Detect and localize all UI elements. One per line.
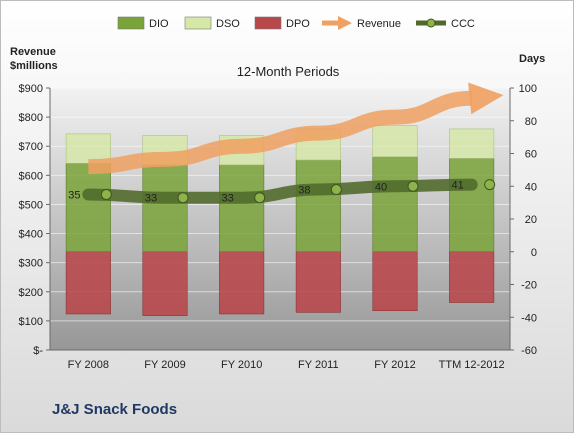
dio-bar [372, 156, 418, 253]
ccc-line [82, 178, 478, 204]
left-axis-title-line1: Revenue [10, 46, 56, 58]
ccc-data-label: 35 [68, 189, 80, 201]
dso-bar [65, 133, 111, 164]
x-axis-tick-label: FY 2009 [144, 359, 185, 371]
dpo-bar [219, 251, 265, 315]
legend-ccc-marker [426, 18, 436, 28]
revenue-line [88, 90, 472, 175]
legend-revenue-arrowhead [338, 16, 352, 30]
ccc-data-label: 40 [375, 181, 387, 193]
left-axis-tick-label: $- [33, 345, 43, 357]
ccc-data-label: 38 [298, 185, 310, 197]
axes: $- $100 $200 $300 $400 $500 $600 $700 $800 $900 -6… [19, 83, 537, 371]
ccc-point [254, 192, 266, 204]
right-axis-tick-label: 100 [519, 83, 537, 95]
legend-label: Revenue [357, 18, 401, 30]
gridlines [50, 87, 510, 322]
dso-bar [372, 125, 418, 158]
right-axis-tick-label: 60 [525, 149, 537, 161]
dpo-bar [142, 251, 188, 316]
left-axis-tick-label: $500 [19, 199, 43, 211]
left-axis-tick-label: $800 [19, 112, 43, 124]
dpo-bar [372, 251, 418, 312]
dio-bar [295, 159, 341, 253]
ccc-point [100, 188, 112, 200]
left-axis-tick-label: $300 [19, 258, 43, 270]
left-axis-tick-label: $700 [19, 141, 43, 153]
x-axis-tick-label: FY 2012 [374, 359, 415, 371]
legend-label: DSO [216, 18, 240, 30]
ccc-point [407, 180, 419, 192]
right-axis-tick-label: 0 [531, 247, 537, 259]
ccc-line-layer: 35 33 33 38 40 41 [68, 178, 496, 205]
right-axis-title: Days [519, 53, 545, 65]
dio-bar [65, 163, 111, 253]
right-axis-tick-label: -60 [521, 345, 537, 357]
ccc-point [177, 192, 189, 204]
legend-swatch [254, 16, 282, 30]
legend-swatch [117, 16, 145, 30]
ccc-point [484, 179, 496, 191]
dpo-bar [449, 251, 495, 303]
dio-bar [449, 158, 495, 253]
dpo-bar [65, 251, 111, 315]
chart-title: 12-Month Periods [237, 64, 340, 79]
right-axis-tick-label: 40 [525, 181, 537, 193]
left-axis-tick-label: $100 [19, 316, 43, 328]
legend-label: CCC [451, 18, 475, 30]
left-axis-tick-label: $600 [19, 170, 43, 182]
x-axis-tick-label: TTM 12-2012 [439, 359, 505, 371]
right-axis-tick-label: -20 [521, 280, 537, 292]
dso-bar [449, 128, 495, 159]
ccc-data-label: 33 [145, 193, 157, 205]
right-axis-tick-label: -40 [521, 312, 537, 324]
left-axis-tick-label: $900 [19, 83, 43, 95]
x-axis-tick-label: FY 2008 [68, 359, 109, 371]
legend: DIO DSO DPO Revenue CCC [117, 16, 475, 30]
revenue-arrow-layer [88, 82, 504, 175]
revenue-arrowhead [468, 82, 504, 115]
left-axis-tick-label: $200 [19, 287, 43, 299]
dio-bar [219, 164, 265, 253]
x-axis-tick-label: FY 2011 [298, 359, 339, 371]
company-name: J&J Snack Foods [52, 401, 177, 418]
ccc-data-label: 41 [452, 180, 464, 192]
x-axis-tick-label: FY 2010 [221, 359, 262, 371]
dpo-bar [295, 251, 341, 313]
plot-area [50, 88, 510, 350]
legend-label: DIO [149, 18, 169, 30]
ccc-point [330, 184, 342, 196]
ccc-data-label: 33 [222, 193, 234, 205]
legend-swatch [184, 16, 212, 30]
right-axis-tick-label: 80 [525, 116, 537, 128]
right-axis-tick-label: 20 [525, 214, 537, 226]
legend-label: DPO [286, 18, 310, 30]
left-axis-title-line2: $millions [10, 60, 58, 72]
dio-bar [142, 164, 188, 253]
left-axis-tick-label: $400 [19, 229, 43, 241]
